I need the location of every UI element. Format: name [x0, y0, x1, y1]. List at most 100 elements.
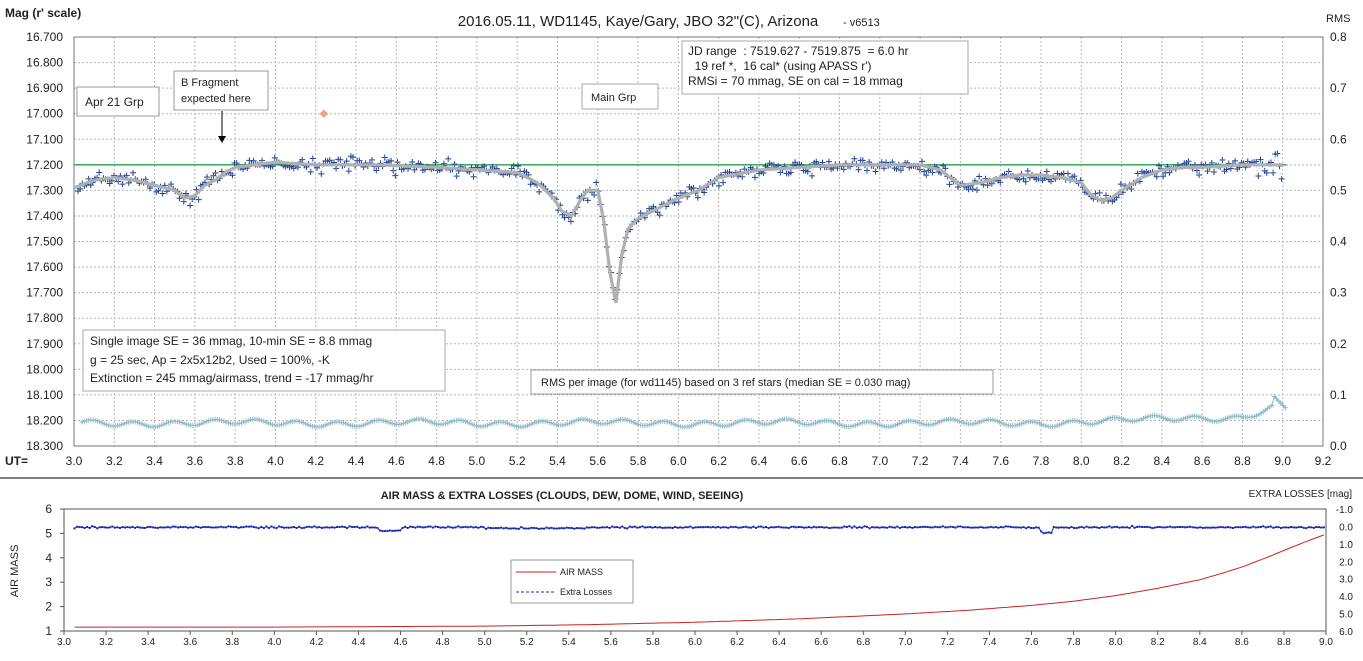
x-tick-label: 5.2 [509, 454, 526, 468]
extra-loss-point [73, 527, 76, 530]
magnitude-point [489, 163, 496, 170]
x-tick-label: 3.2 [106, 454, 123, 468]
bottom-x-tick-label: 5.2 [520, 637, 534, 648]
bottom-x-tick-label: 7.2 [940, 637, 954, 648]
y2-axis-label: RMS [1326, 13, 1350, 25]
bottom-y-tick-label: 4 [45, 551, 52, 565]
b-fragment-line2: expected here [181, 93, 251, 105]
bottom-x-tick-label: 4.0 [267, 637, 281, 648]
x-tick-label: 6.8 [831, 454, 848, 468]
magnitude-point [1043, 168, 1050, 175]
jd-ref-line: 19 ref *, 16 cal* (using APASS r') [688, 59, 872, 73]
bottom-x-tick-label: 7.6 [1025, 637, 1039, 648]
magnitude-point [130, 169, 137, 176]
trend-line [73, 160, 1283, 304]
magnitude-point [942, 165, 949, 172]
x-tick-label: 7.0 [871, 454, 888, 468]
bottom-x-tick-label: 8.6 [1235, 637, 1249, 648]
magnitude-point [204, 174, 211, 181]
bottom-x-tick-label: 7.8 [1067, 637, 1081, 648]
x-tick-label: 6.6 [791, 454, 808, 468]
magnitude-point [701, 189, 708, 196]
x-tick-label: 3.6 [187, 454, 204, 468]
magnitude-point [1134, 170, 1141, 177]
x-tick-label: 8.8 [1234, 454, 1251, 468]
bottom-y-tick-label: 6 [45, 502, 52, 516]
bottom-y2-tick-label: 1.0 [1339, 540, 1353, 551]
magnitude-point [388, 157, 395, 164]
x-tick-label: 7.6 [992, 454, 1009, 468]
jd-range-box: JD range : 7519.627 - 7519.875 = 6.0 hr … [681, 40, 969, 95]
x-tick-label: 4.2 [307, 454, 324, 468]
bottom-y2-axis-label: EXTRA LOSSES [mag] [1249, 489, 1353, 500]
y2-tick-label: 0.3 [1330, 286, 1347, 300]
magnitude-point [694, 194, 701, 201]
magnitude-point [246, 157, 253, 164]
magnitude-point [792, 159, 799, 166]
magnitude-point [1064, 170, 1071, 177]
bottom-y2-tick-label: 3.0 [1339, 575, 1353, 586]
magnitude-point [751, 174, 758, 181]
apr21-box: Apr 21 Grp [76, 86, 160, 117]
y2-tick-label: 0.6 [1330, 132, 1347, 146]
magnitude-point [155, 187, 162, 194]
y-tick-label: 16.900 [26, 81, 63, 95]
bottom-y2-tick-label: 6.0 [1339, 627, 1353, 638]
bottom-y-tick-label: 5 [45, 526, 52, 540]
y-tick-label: 16.800 [26, 56, 63, 70]
bottom-x-tick-label: 7.0 [898, 637, 912, 648]
stats-line3: Extinction = 245 mmag/airmass, trend = -… [90, 371, 373, 385]
bottom-x-tick-label: 6.2 [730, 637, 744, 648]
y2-tick-label: 0.0 [1330, 439, 1347, 453]
y-tick-label: 17.100 [26, 132, 63, 146]
y2-tick-label: 0.4 [1330, 235, 1347, 249]
bottom-y2-tick-label: 0.0 [1339, 522, 1353, 533]
bottom-x-tick-label: 6.0 [688, 637, 702, 648]
y-tick-label: 18.300 [26, 439, 63, 453]
y-tick-label: 16.700 [26, 30, 63, 44]
x-tick-label: 7.4 [952, 454, 969, 468]
chart-version: - v6513 [843, 17, 880, 29]
magnitude-point [893, 165, 900, 172]
magnitude-point [969, 186, 976, 193]
x-tick-label: 6.0 [670, 454, 687, 468]
bottom-y2-tick-label: 4.0 [1339, 592, 1353, 603]
y-tick-label: 17.700 [26, 286, 63, 300]
stats-line1: Single image SE = 36 mmag, 10-min SE = 8… [90, 334, 372, 348]
bottom-x-tick-label: 4.2 [309, 637, 323, 648]
bottom-x-tick-label: 3.0 [57, 637, 71, 648]
b-fragment-line1: B Fragment [181, 77, 238, 89]
x-tick-label: 3.4 [146, 454, 163, 468]
main-grp-box: Main Grp [581, 83, 659, 110]
magnitude-point [96, 169, 103, 176]
rms-line [81, 395, 1286, 428]
magnitude-point [1166, 169, 1173, 176]
x-tick-label: 8.6 [1194, 454, 1211, 468]
x-tick-label: 4.0 [267, 454, 284, 468]
magnitude-point [1117, 181, 1124, 188]
magnitude-point [1071, 173, 1078, 180]
bottom-x-tick-label: 8.4 [1193, 637, 1207, 648]
bottom-x-tick-label: 5.6 [604, 637, 618, 648]
magnitude-point [318, 170, 325, 177]
y-tick-label: 17.300 [26, 183, 63, 197]
bottom-x-tick-label: 3.6 [183, 637, 197, 648]
x-tick-label: 6.2 [710, 454, 727, 468]
bottom-y-tick-label: 1 [45, 624, 52, 638]
y-axis-label: Mag (r' scale) [5, 6, 81, 20]
bottom-x-tick-label: 3.4 [141, 637, 155, 648]
air-mass-line [74, 534, 1325, 628]
legend-air-mass-label: AIR MASS [560, 567, 603, 577]
magnitude-point [851, 155, 858, 162]
bottom-x-tick-label: 3.8 [225, 637, 239, 648]
x-tick-label: 3.0 [66, 454, 83, 468]
rms-note-label: RMS per image (for wd1145) based on 3 re… [541, 377, 910, 389]
magnitude-point [250, 157, 257, 164]
bottom-y-axis-label: AIR MASS [9, 545, 21, 598]
x-tick-label: 4.4 [348, 454, 365, 468]
magnitude-point [974, 187, 981, 194]
magnitude-point [1210, 169, 1217, 176]
magnitude-points [75, 150, 1285, 303]
magnitude-point [1223, 166, 1230, 173]
